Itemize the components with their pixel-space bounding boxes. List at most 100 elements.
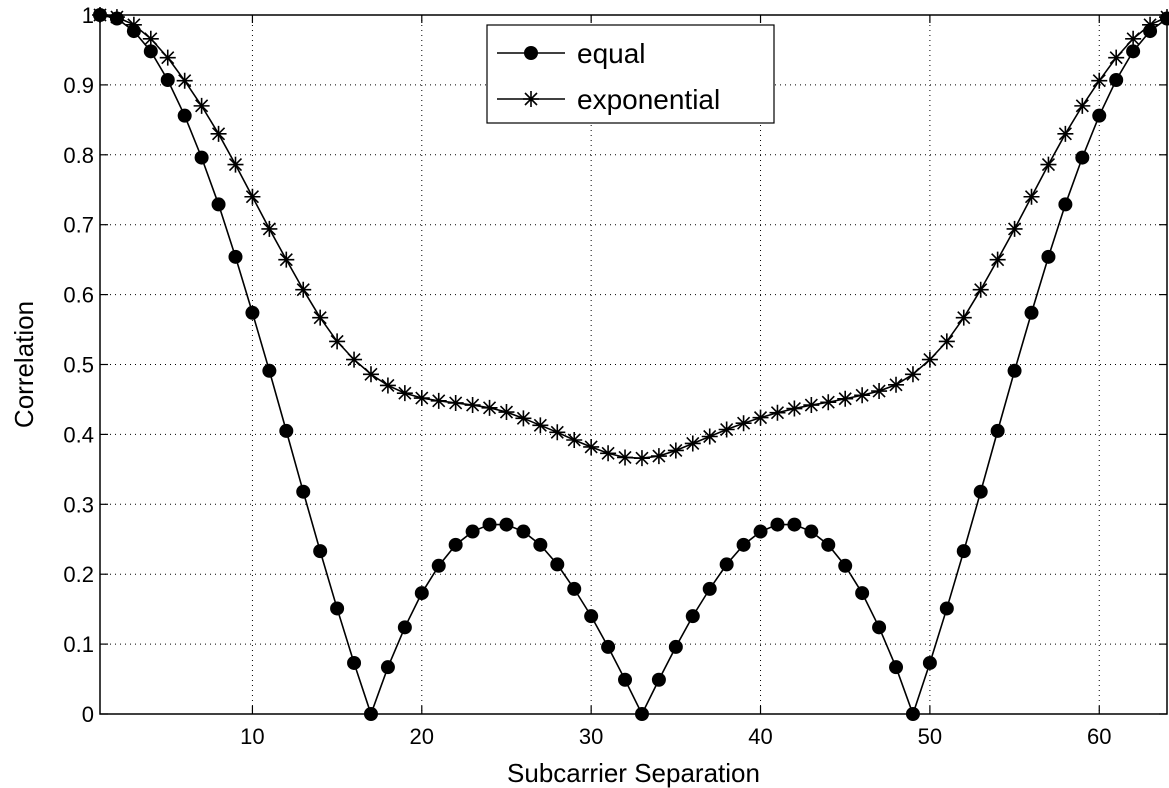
data-point-exponential [92, 7, 108, 23]
data-point-exponential [396, 385, 413, 402]
data-point-exponential [1108, 49, 1125, 66]
data-point-exponential [972, 281, 989, 298]
x-tick-label: 20 [410, 724, 434, 749]
data-point-equal [1024, 305, 1039, 320]
data-point-equal [533, 537, 548, 552]
data-point-exponential [1006, 220, 1023, 237]
x-tick-label: 50 [918, 724, 942, 749]
y-tick-label: 0.1 [63, 632, 94, 657]
data-point-exponential [1125, 30, 1142, 47]
y-tick-label: 0.9 [63, 73, 94, 98]
data-point-equal [380, 660, 395, 675]
data-point-equal [363, 707, 378, 721]
data-point-equal [347, 655, 362, 670]
data-point-exponential [498, 404, 515, 421]
data-point-equal [211, 197, 226, 212]
data-point-exponential [278, 251, 295, 268]
data-point-exponential [938, 333, 955, 350]
data-point-exponential [989, 251, 1006, 268]
data-point-equal [753, 524, 768, 539]
data-point-equal [228, 249, 243, 264]
data-point-exponential [193, 97, 210, 114]
data-point-equal [702, 581, 717, 596]
data-point-equal [855, 586, 870, 601]
data-point-equal [313, 544, 328, 559]
data-point-equal [1109, 73, 1124, 88]
data-point-exponential [1091, 72, 1108, 89]
data-point-equal [736, 537, 751, 552]
data-point-equal [601, 639, 616, 654]
data-point-exponential [1040, 156, 1057, 173]
data-point-exponential [803, 397, 820, 414]
data-point-exponential [1057, 125, 1074, 142]
data-point-exponential [329, 333, 346, 350]
legend-marker-exponential [523, 91, 539, 107]
data-point-exponential [312, 309, 329, 326]
x-tick-label: 40 [748, 724, 772, 749]
y-tick-label: 0.6 [63, 283, 94, 308]
data-point-exponential [786, 400, 803, 417]
y-tick-label: 0.4 [63, 422, 94, 447]
y-tick-label: 0.7 [63, 213, 94, 238]
data-point-equal [550, 557, 565, 572]
data-point-equal [787, 517, 802, 532]
data-point-equal [618, 672, 633, 687]
data-point-equal [990, 423, 1005, 438]
data-point-exponential [955, 309, 972, 326]
data-point-exponential [921, 351, 938, 368]
data-point-equal [1075, 150, 1090, 165]
series-line-exponential [99, 14, 1168, 459]
data-point-equal [431, 558, 446, 573]
data-point-exponential [735, 415, 752, 432]
legend-item-exponential: exponential [497, 84, 720, 115]
data-point-exponential [532, 417, 549, 434]
data-point-equal [922, 655, 937, 670]
y-tick-label: 0.3 [63, 492, 94, 517]
data-point-exponential [820, 394, 837, 411]
data-point-equal [397, 620, 412, 635]
x-tick-label: 60 [1087, 724, 1111, 749]
data-point-equal [634, 707, 649, 721]
data-point-equal [719, 557, 734, 572]
data-point-exponential [752, 409, 769, 426]
data-point-equal [770, 517, 785, 532]
data-point-equal [1041, 249, 1056, 264]
data-point-exponential [600, 445, 617, 462]
data-point-exponential [1159, 9, 1169, 26]
data-point-equal [1092, 108, 1107, 123]
x-tick-label: 10 [240, 724, 264, 749]
data-point-equal [482, 517, 497, 532]
data-point-exponential [362, 366, 379, 383]
data-point-equal [160, 73, 175, 88]
data-point-exponential [718, 421, 735, 438]
x-axis-label: Subcarrier Separation [507, 758, 760, 788]
x-tick-labels: 10 20 30 40 50 60 [240, 724, 1111, 749]
data-point-exponential [583, 438, 600, 455]
data-point-exponential [261, 220, 278, 237]
data-point-equal [939, 601, 954, 616]
data-point-exponential [176, 72, 193, 89]
series-equal [93, 8, 1169, 721]
y-tick-label: 0 [82, 702, 94, 727]
y-tick-labels: 0 0.1 0.2 0.3 0.4 0.5 0.6 0.7 0.8 0.9 1 [63, 3, 94, 727]
data-point-equal [584, 609, 599, 624]
data-point-equal [973, 484, 988, 499]
data-point-equal [889, 660, 904, 675]
data-point-exponential [346, 351, 363, 368]
data-point-exponential [108, 9, 125, 26]
data-point-equal [821, 537, 836, 552]
data-point-equal [685, 609, 700, 624]
data-point-equal [448, 537, 463, 552]
series-layer [92, 7, 1169, 721]
legend-marker-equal [524, 46, 538, 60]
data-point-exponential [837, 390, 854, 407]
data-point-exponential [701, 428, 718, 445]
data-point-exponential [633, 450, 650, 467]
data-point-equal [465, 524, 480, 539]
data-point-exponential [904, 366, 921, 383]
data-point-exponential [854, 387, 871, 404]
data-point-equal [872, 620, 887, 635]
y-tick-label: 1 [82, 3, 94, 28]
